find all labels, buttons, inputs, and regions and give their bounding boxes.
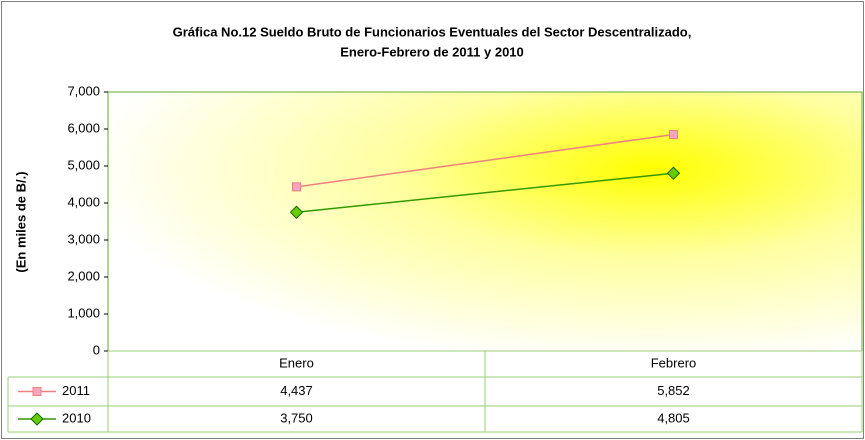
marker [666, 166, 681, 180]
y-tick-label: 0 [93, 342, 100, 357]
series-line [296, 172, 674, 213]
marker [32, 387, 42, 396]
chart-title: Enero-Febrero de 2011 y 2010 [340, 44, 524, 59]
plot-area [107, 91, 863, 352]
marker [669, 129, 678, 139]
y-tick-label: 3,000 [67, 231, 100, 246]
data-label: 5,852 [657, 383, 690, 398]
data-label: 4,805 [657, 410, 690, 425]
x-tick-label: Enero [279, 355, 314, 370]
y-tick-label: 5,000 [67, 157, 100, 172]
y-tick-label: 7,000 [67, 83, 100, 98]
data-label: 3,750 [280, 410, 313, 425]
legend-label: 2011 [62, 383, 90, 398]
x-tick-label: Febrero [651, 355, 697, 370]
chart-title: Gráfica No.12 Sueldo Bruto de Funcionari… [173, 24, 692, 39]
marker [292, 182, 301, 192]
marker [289, 205, 304, 219]
marker [30, 412, 44, 426]
y-tick-label: 1,000 [67, 305, 100, 320]
y-tick-label: 2,000 [67, 268, 100, 283]
legend-label: 2010 [62, 410, 91, 425]
y-tick-label: 4,000 [67, 194, 100, 209]
y-axis-label: (En miles de B/.) [13, 171, 28, 272]
series-line [296, 133, 674, 188]
data-label: 4,437 [280, 383, 313, 398]
y-tick-label: 6,000 [67, 120, 100, 135]
